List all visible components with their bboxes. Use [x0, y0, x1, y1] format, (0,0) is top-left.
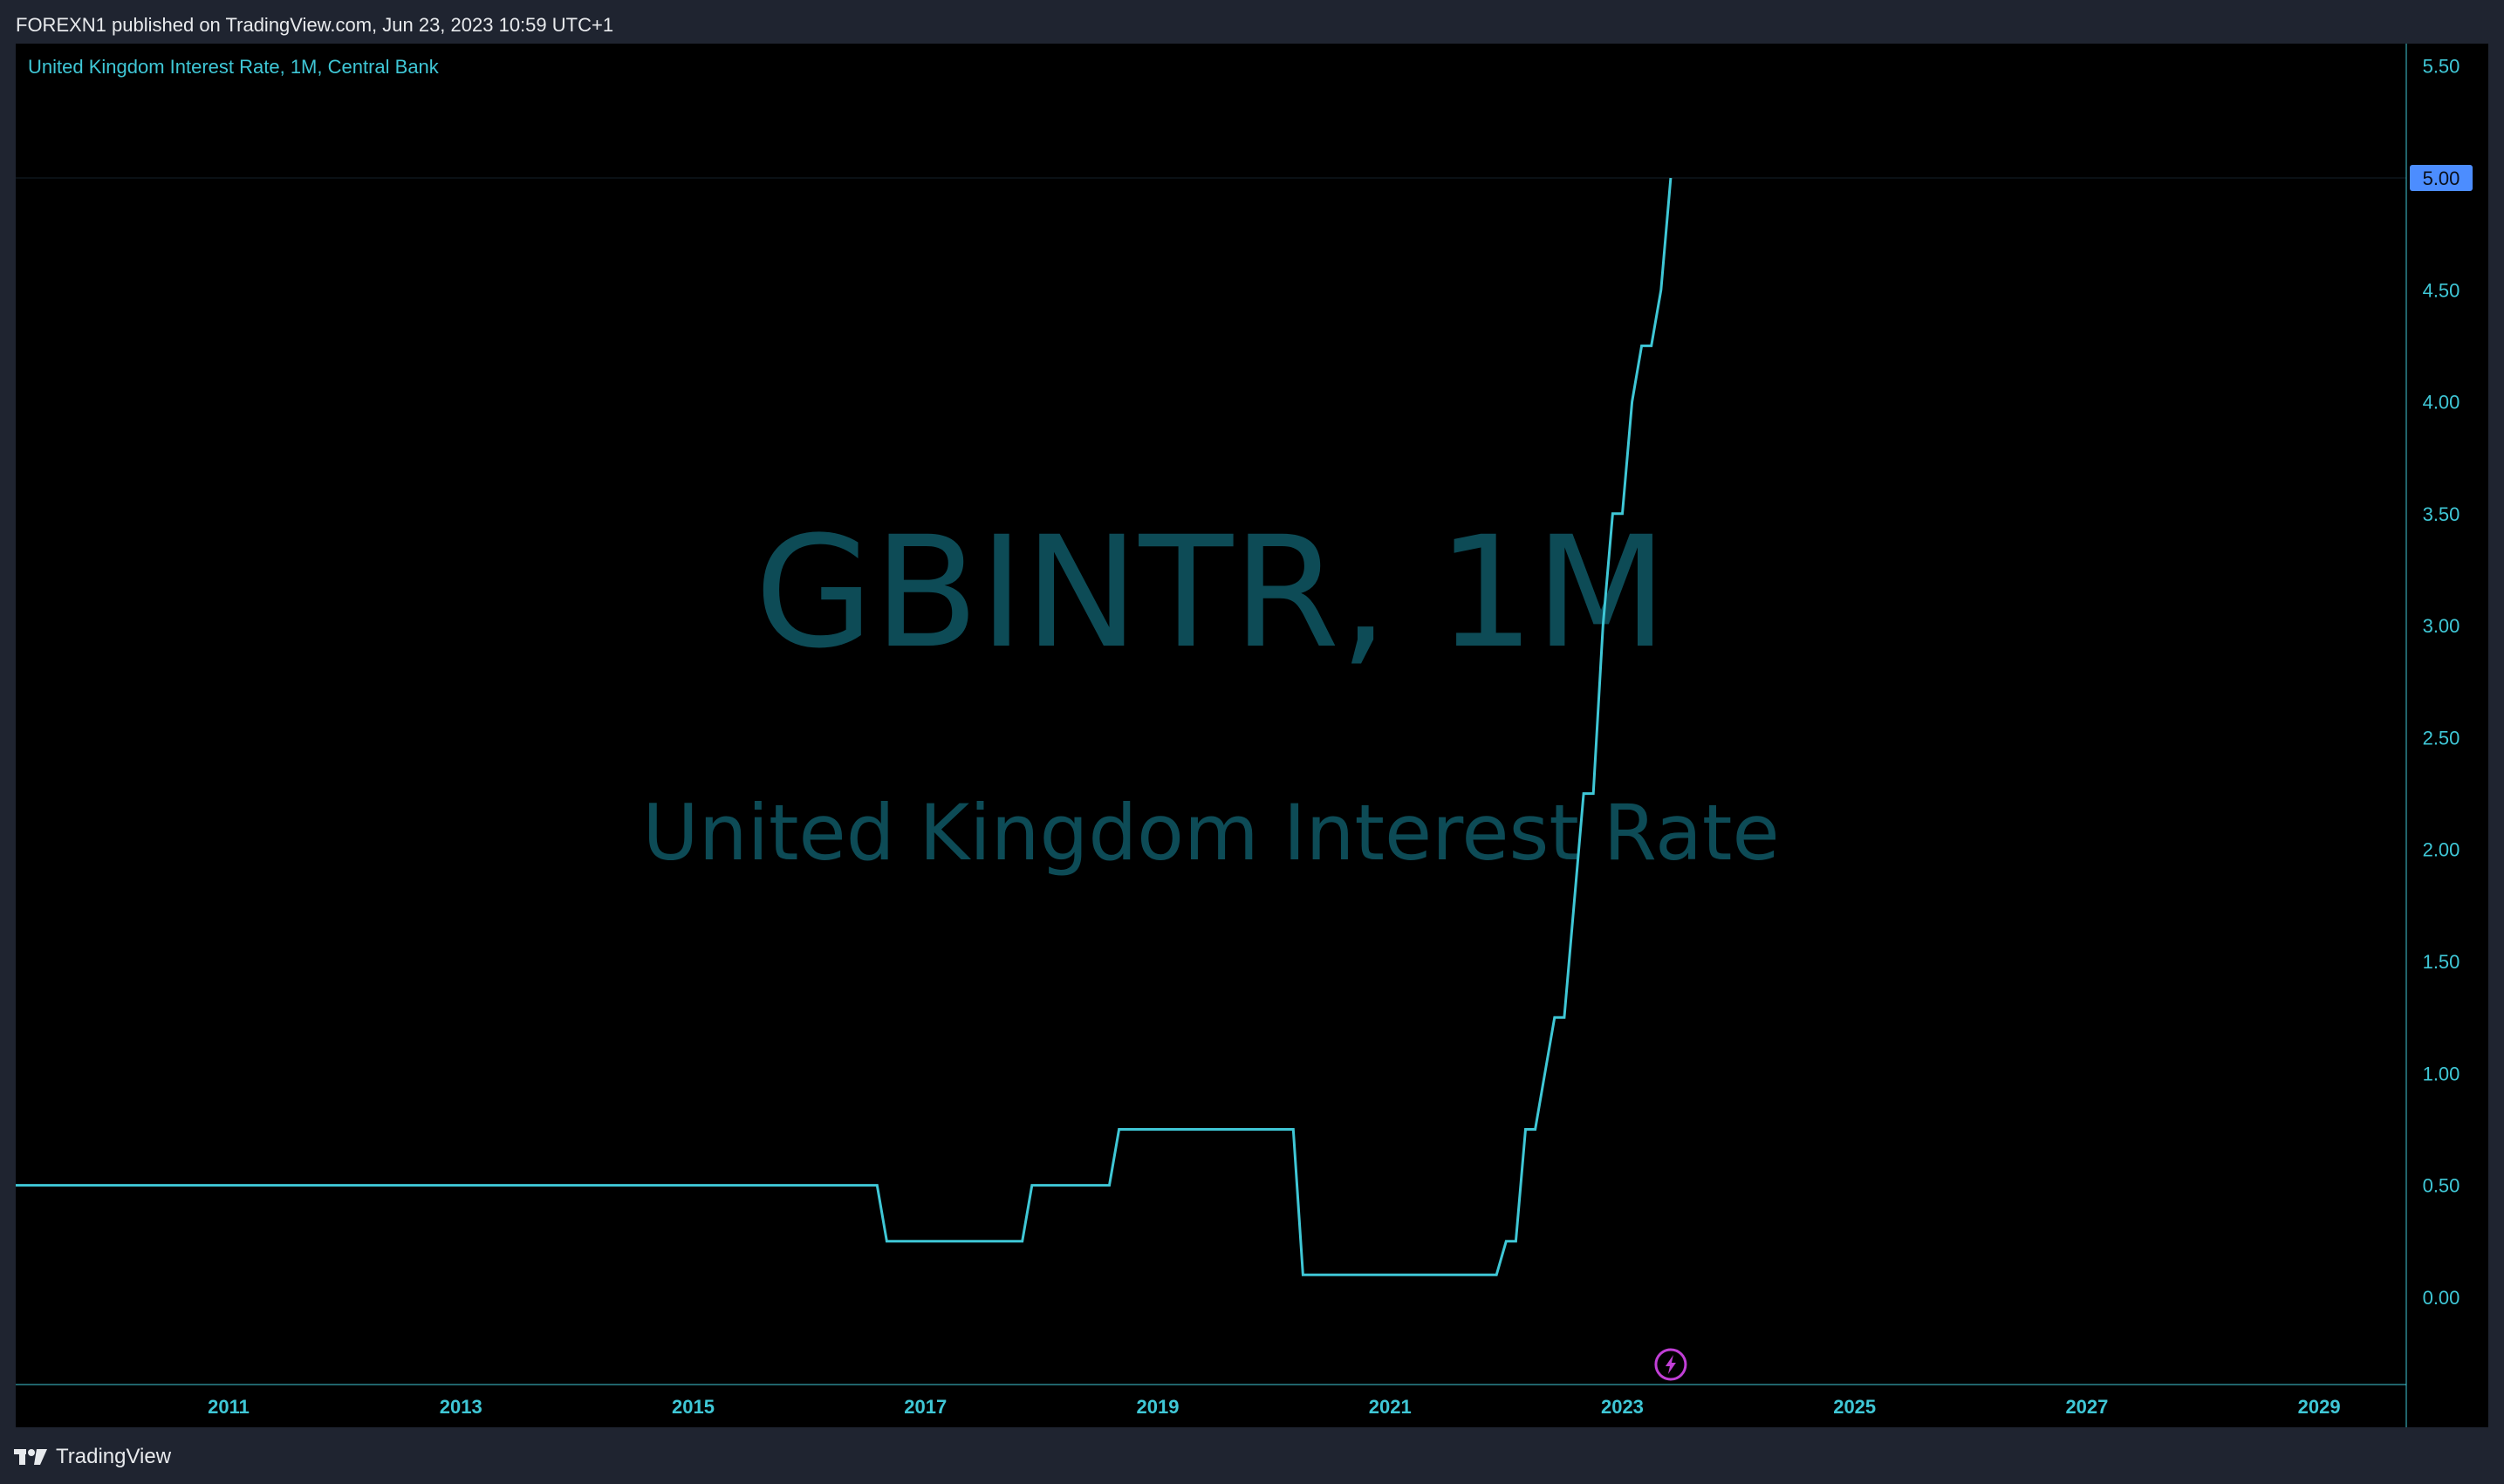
tradingview-logo[interactable]: TradingView — [14, 1445, 171, 1469]
time-tick-label: 2027 — [2065, 1396, 2108, 1418]
chart-legend[interactable]: United Kingdom Interest Rate, 1M, Centra… — [28, 56, 440, 78]
published-info: FOREXN1 published on TradingView.com, Ju… — [16, 14, 614, 36]
time-tick-label: 2029 — [2298, 1396, 2341, 1418]
chart-svg[interactable]: GBINTR, 1M United Kingdom Interest Rate … — [16, 44, 2488, 1427]
watermark-description: United Kingdom Interest Rate — [642, 788, 1779, 878]
event-marker[interactable] — [1654, 1348, 1687, 1381]
last-value-label: 5.00 — [2410, 164, 2473, 191]
series-line[interactable] — [16, 177, 1673, 1276]
time-tick-label: 2017 — [904, 1396, 947, 1418]
time-tick-label: 2021 — [1369, 1396, 1412, 1418]
chart-frame[interactable]: GBINTR, 1M United Kingdom Interest Rate … — [16, 44, 2488, 1427]
time-tick-label: 2025 — [1833, 1396, 1876, 1418]
time-tick-label: 2011 — [208, 1396, 250, 1418]
time-tick-label: 2013 — [440, 1396, 482, 1418]
price-tick-label: 0.00 — [2423, 1287, 2460, 1309]
header-bar: FOREXN1 published on TradingView.com, Ju… — [0, 0, 2504, 47]
last-value-text: 5.00 — [2423, 168, 2460, 189]
time-tick-label: 2015 — [672, 1396, 715, 1418]
tradingview-logo-text: TradingView — [56, 1445, 172, 1468]
price-tick-label: 3.00 — [2423, 615, 2460, 637]
tradingview-logo-icon — [14, 1449, 47, 1465]
price-tick-label: 2.50 — [2423, 727, 2460, 749]
price-tick-label: 2.00 — [2423, 839, 2460, 861]
price-tick-label: 3.50 — [2423, 503, 2460, 525]
price-tick-label: 1.00 — [2423, 1063, 2460, 1084]
price-tick-label: 4.50 — [2423, 279, 2460, 301]
lightning-bolt-glyph — [1665, 1355, 1676, 1374]
price-tick-label: 5.50 — [2423, 56, 2460, 78]
price-tick-label: 0.50 — [2423, 1175, 2460, 1197]
watermark-symbol: GBINTR, 1M — [755, 503, 1667, 682]
time-tick-label: 2023 — [1601, 1396, 1644, 1418]
footer-bar: TradingView — [0, 1427, 2504, 1484]
time-axis[interactable]: 2011 2013 2015 2017 2019 2021 2023 2025 2027 2029 — [208, 1396, 2340, 1418]
price-axis[interactable]: 5.50 4.50 4.00 3.50 3.00 2.50 2.00 1.50 1.00 0.50… — [2423, 56, 2460, 1309]
price-tick-label: 1.50 — [2423, 951, 2460, 973]
time-tick-label: 2019 — [1137, 1396, 1180, 1418]
price-tick-label: 4.00 — [2423, 392, 2460, 414]
time-axis-frame — [16, 1385, 2488, 1427]
plot-background — [16, 44, 2488, 1427]
